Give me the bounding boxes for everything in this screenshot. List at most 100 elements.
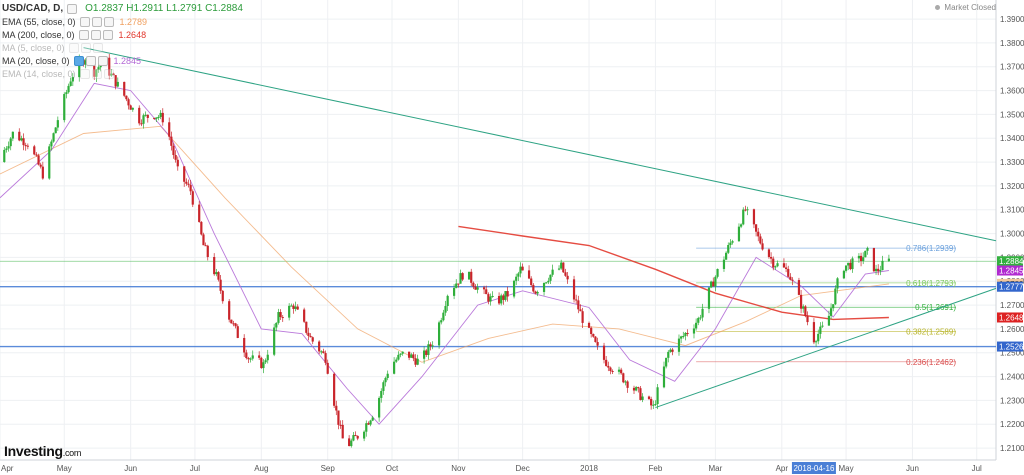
close-icon[interactable] bbox=[97, 55, 108, 66]
candle-body bbox=[429, 344, 432, 347]
legend-indicator-row[interactable]: EMA (14, close, 0) bbox=[2, 67, 243, 80]
legend-indicator-row[interactable]: EMA (55, close, 0) 1.2789 bbox=[2, 15, 243, 28]
candle-body bbox=[877, 268, 880, 272]
settings-icon[interactable] bbox=[90, 29, 101, 40]
candle-body bbox=[572, 279, 576, 300]
candle-body bbox=[647, 396, 651, 399]
x-tick-label: Jul bbox=[972, 464, 982, 473]
ohlc-high: H1.2911 bbox=[126, 3, 164, 14]
close-icon[interactable] bbox=[102, 29, 113, 40]
close-icon[interactable] bbox=[103, 68, 114, 79]
candle-body bbox=[11, 131, 14, 139]
candle-body bbox=[95, 69, 98, 77]
candle-body bbox=[322, 351, 325, 354]
eye-icon[interactable] bbox=[68, 42, 79, 53]
candle-body bbox=[189, 184, 192, 192]
eye-icon[interactable] bbox=[79, 16, 90, 27]
candle-body bbox=[680, 336, 683, 339]
price-tag-label: 1.2648 bbox=[999, 313, 1024, 322]
candle-body bbox=[198, 204, 201, 222]
candle-body bbox=[485, 289, 488, 295]
close-icon[interactable] bbox=[92, 42, 103, 53]
x-tick-label: Feb bbox=[649, 464, 663, 473]
candle-body bbox=[18, 131, 21, 141]
candle-body bbox=[116, 81, 119, 87]
candle-body bbox=[144, 114, 147, 116]
legend-indicator-row[interactable]: MA (20, close, 0) 1.2845 bbox=[2, 54, 243, 67]
candle-body bbox=[832, 304, 835, 309]
candle-body bbox=[761, 243, 764, 250]
candle-body bbox=[290, 305, 293, 307]
x-tick-label: May bbox=[57, 464, 72, 473]
candle-body bbox=[48, 146, 51, 179]
candle-body bbox=[410, 354, 413, 358]
candle-body bbox=[802, 306, 805, 309]
candle-body bbox=[228, 301, 231, 320]
candle-body bbox=[452, 287, 456, 296]
candle-body bbox=[530, 278, 533, 285]
candle-body bbox=[281, 317, 284, 319]
indicator-name: MA (200, close, 0) bbox=[2, 29, 75, 40]
candle-body bbox=[560, 262, 563, 269]
candle-body bbox=[170, 136, 173, 146]
candle-body bbox=[326, 362, 329, 374]
candle-body bbox=[350, 440, 353, 447]
candle-body bbox=[827, 315, 831, 326]
eye-icon[interactable] bbox=[79, 68, 90, 79]
candle-body bbox=[401, 351, 404, 354]
settings-icon[interactable] bbox=[80, 42, 91, 53]
candle-body bbox=[108, 57, 111, 76]
close-icon[interactable] bbox=[103, 16, 114, 27]
candle-body bbox=[221, 290, 224, 302]
x-tick-label: Jun bbox=[906, 464, 919, 473]
y-tick-label: 1.2600 bbox=[1000, 325, 1024, 334]
indicator-name: EMA (14, close, 0) bbox=[2, 68, 76, 79]
candle-body bbox=[566, 275, 569, 280]
candle-body bbox=[337, 410, 340, 425]
candle-body bbox=[431, 345, 434, 347]
candle-body bbox=[487, 294, 490, 302]
indicator-name: EMA (55, close, 0) bbox=[2, 16, 76, 27]
y-tick-label: 1.2700 bbox=[1000, 301, 1024, 310]
candle-body bbox=[393, 361, 396, 374]
candle-body bbox=[757, 231, 760, 237]
chart-legend: USD/CAD, D, O1.2837 H1.2911 L1.2791 C1.2… bbox=[2, 2, 243, 80]
candle-body bbox=[110, 73, 113, 76]
candle-body bbox=[609, 367, 612, 372]
candle-body bbox=[56, 120, 59, 128]
candle-body bbox=[296, 306, 299, 310]
settings-icon[interactable] bbox=[85, 55, 96, 66]
legend-indicator-row[interactable]: MA (5, close, 0) bbox=[2, 41, 243, 54]
settings-toggle-icon[interactable] bbox=[67, 3, 78, 14]
candle-body bbox=[41, 166, 44, 179]
candle-body bbox=[725, 252, 728, 260]
candle-body bbox=[594, 336, 597, 343]
settings-icon[interactable] bbox=[91, 68, 102, 79]
y-tick-label: 1.3100 bbox=[1000, 206, 1024, 215]
symbol-title: USD/CAD, D, bbox=[2, 3, 64, 14]
settings-icon[interactable] bbox=[91, 16, 102, 27]
x-tick-label: Apr bbox=[1, 464, 14, 473]
candle-body bbox=[731, 241, 734, 243]
candle-body bbox=[414, 358, 417, 365]
legend-indicator-row[interactable]: MA (200, close, 0) 1.2648 bbox=[2, 28, 243, 41]
candle-body bbox=[682, 336, 685, 338]
eye-icon[interactable] bbox=[78, 29, 89, 40]
eye-icon[interactable] bbox=[73, 55, 84, 66]
candle-body bbox=[204, 245, 207, 247]
status-text: Market Closed bbox=[944, 3, 996, 12]
candle-body bbox=[369, 420, 372, 425]
candle-body bbox=[712, 281, 715, 287]
candle-body bbox=[652, 404, 655, 406]
candle-body bbox=[746, 209, 749, 211]
candle-body bbox=[9, 138, 12, 147]
indicator-value: 1.2648 bbox=[118, 29, 147, 40]
candle-body bbox=[587, 322, 591, 328]
y-tick-label: 1.3400 bbox=[1000, 134, 1024, 143]
candle-body bbox=[769, 256, 773, 259]
candle-body bbox=[97, 67, 100, 70]
candle-body bbox=[395, 359, 398, 362]
candle-body bbox=[767, 249, 771, 257]
candle-body bbox=[386, 373, 389, 378]
